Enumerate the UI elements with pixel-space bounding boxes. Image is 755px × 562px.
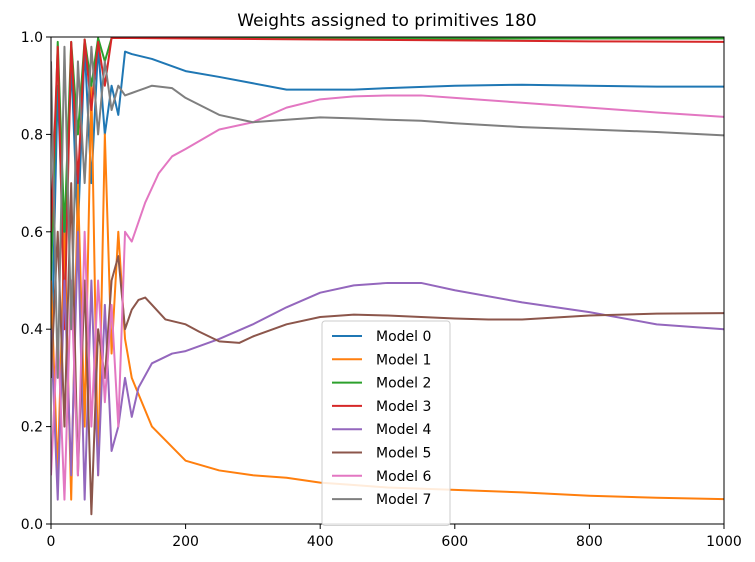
y-tick-label: 0.0 <box>21 517 43 533</box>
y-tick-label: 1.0 <box>21 30 43 46</box>
chart-title: Weights assigned to primitives 180 <box>237 11 536 31</box>
series-layer <box>51 37 724 516</box>
series-line-model-4 <box>51 230 724 501</box>
x-tick-label: 800 <box>576 534 603 550</box>
legend-label-model-3: Model 3 <box>376 399 431 415</box>
y-tick-label: 0.8 <box>21 127 43 143</box>
legend-label-model-7: Model 7 <box>376 492 431 508</box>
series-line-model-7 <box>51 45 724 379</box>
legend-label-model-2: Model 2 <box>376 376 431 392</box>
series-line-model-6 <box>51 94 724 501</box>
x-tick-label: 600 <box>441 534 468 550</box>
x-tick-label: 1000 <box>706 534 742 550</box>
x-axis: 0 200 400 600 800 1000 <box>47 524 742 550</box>
legend-box <box>321 320 451 526</box>
y-axis: 0.0 0.2 0.4 0.6 0.8 1.0 <box>21 30 51 533</box>
y-tick-label: 0.4 <box>21 322 43 338</box>
y-tick-label: 0.2 <box>21 420 43 436</box>
x-tick-label: 0 <box>47 534 56 550</box>
legend-label-model-1: Model 1 <box>376 352 431 368</box>
series-line-model-5 <box>51 182 724 516</box>
legend: Model 0 Model 1 Model 2 Model 3 Model 4 Model… <box>321 320 451 526</box>
legend-label-model-6: Model 6 <box>376 469 431 485</box>
legend-label-model-0: Model 0 <box>376 329 431 345</box>
legend-label-model-4: Model 4 <box>376 422 431 438</box>
y-tick-label: 0.6 <box>21 225 43 241</box>
x-tick-label: 200 <box>172 534 199 550</box>
series-line-model-3 <box>51 37 724 331</box>
legend-label-model-5: Model 5 <box>376 446 431 462</box>
x-tick-label: 400 <box>307 534 334 550</box>
